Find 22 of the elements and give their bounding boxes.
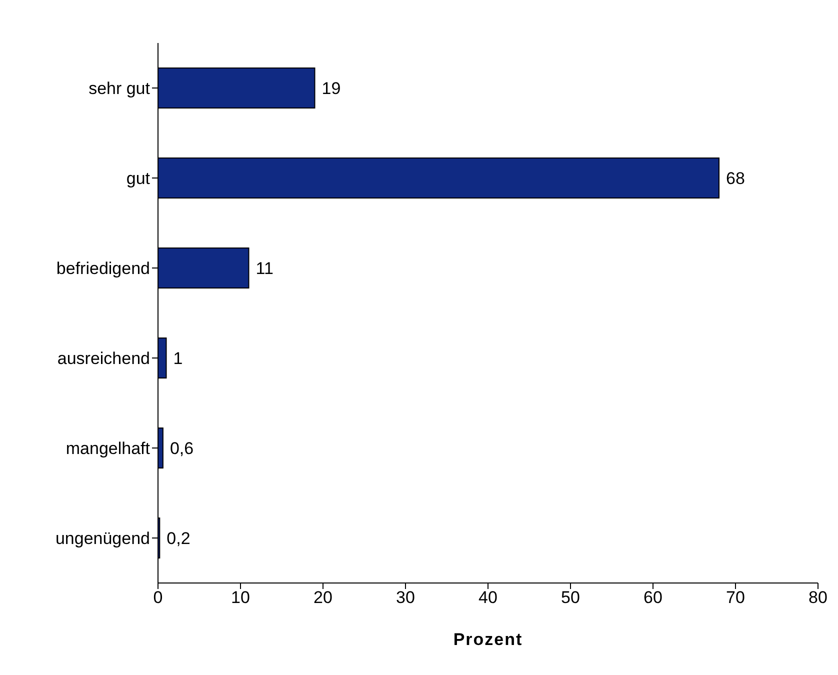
y-tick-label: ausreichend — [57, 349, 150, 368]
data-label: 0,2 — [166, 529, 190, 548]
x-tick-label: 70 — [726, 588, 745, 608]
data-label: 1 — [173, 349, 183, 368]
x-tick-label: 60 — [644, 588, 662, 608]
data-label: 19 — [322, 79, 341, 98]
x-tick-label: 0 — [153, 588, 163, 608]
x-tick-label: 80 — [808, 588, 828, 608]
x-axis-title: Prozent — [453, 630, 523, 649]
data-label: 0,6 — [170, 439, 194, 458]
x-tick-label: 40 — [478, 588, 498, 608]
y-tick-label: mangelhaft — [66, 439, 150, 458]
y-tick-label: befriedigend — [56, 259, 150, 278]
x-tick-label: 10 — [231, 588, 250, 608]
x-tick-label: 30 — [396, 588, 415, 608]
y-tick-label: ungenügend — [55, 529, 150, 548]
data-label: 68 — [726, 169, 745, 188]
data-label: 11 — [256, 259, 274, 278]
x-tick-label: 50 — [561, 588, 580, 608]
y-tick-label: sehr gut — [88, 79, 150, 98]
x-tick-label: 20 — [314, 588, 332, 608]
y-tick-label: gut — [126, 169, 150, 188]
